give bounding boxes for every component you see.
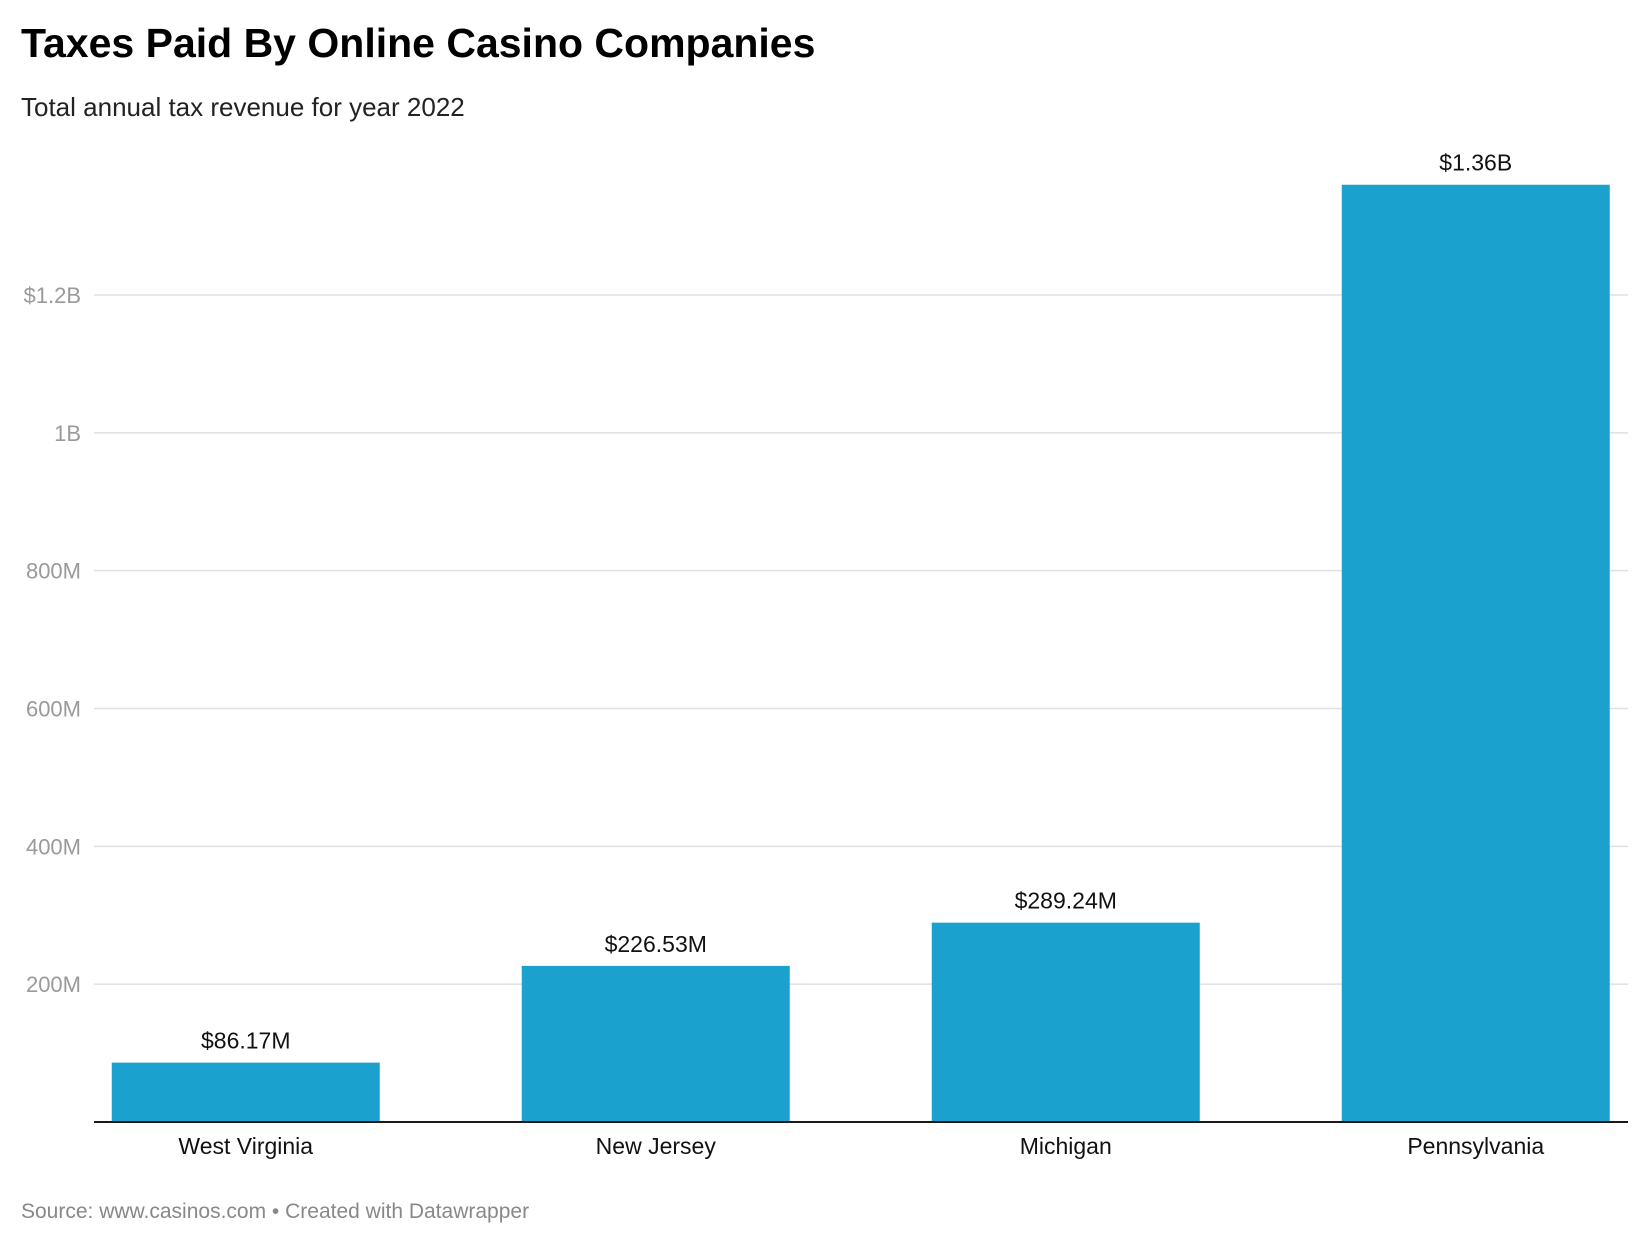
y-tick-label: 800M [26, 559, 81, 584]
x-tick-label: West Virginia [178, 1133, 313, 1159]
bar [521, 965, 790, 1122]
chart-title: Taxes Paid By Online Casino Companies [21, 20, 816, 66]
bar [1341, 184, 1610, 1122]
bar [931, 922, 1200, 1122]
data-label: $1.36B [1439, 150, 1512, 176]
y-tick-label: 400M [26, 834, 81, 859]
x-tick-label: Pennsylvania [1407, 1133, 1544, 1159]
data-label: $226.53M [605, 931, 707, 957]
bar [111, 1062, 380, 1122]
y-tick-label: $1.2B [24, 283, 82, 308]
data-label: $289.24M [1015, 888, 1117, 914]
y-tick-label: 200M [26, 972, 81, 997]
y-tick-label: 1B [54, 421, 81, 446]
source-note: Source: www.casinos.com • Created with D… [21, 1200, 530, 1223]
x-tick-label: New Jersey [596, 1133, 717, 1159]
chart-subtitle: Total annual tax revenue for year 2022 [21, 92, 465, 122]
data-label: $86.17M [201, 1028, 291, 1054]
x-tick-label: Michigan [1020, 1133, 1112, 1159]
y-tick-label: 600M [26, 697, 81, 722]
